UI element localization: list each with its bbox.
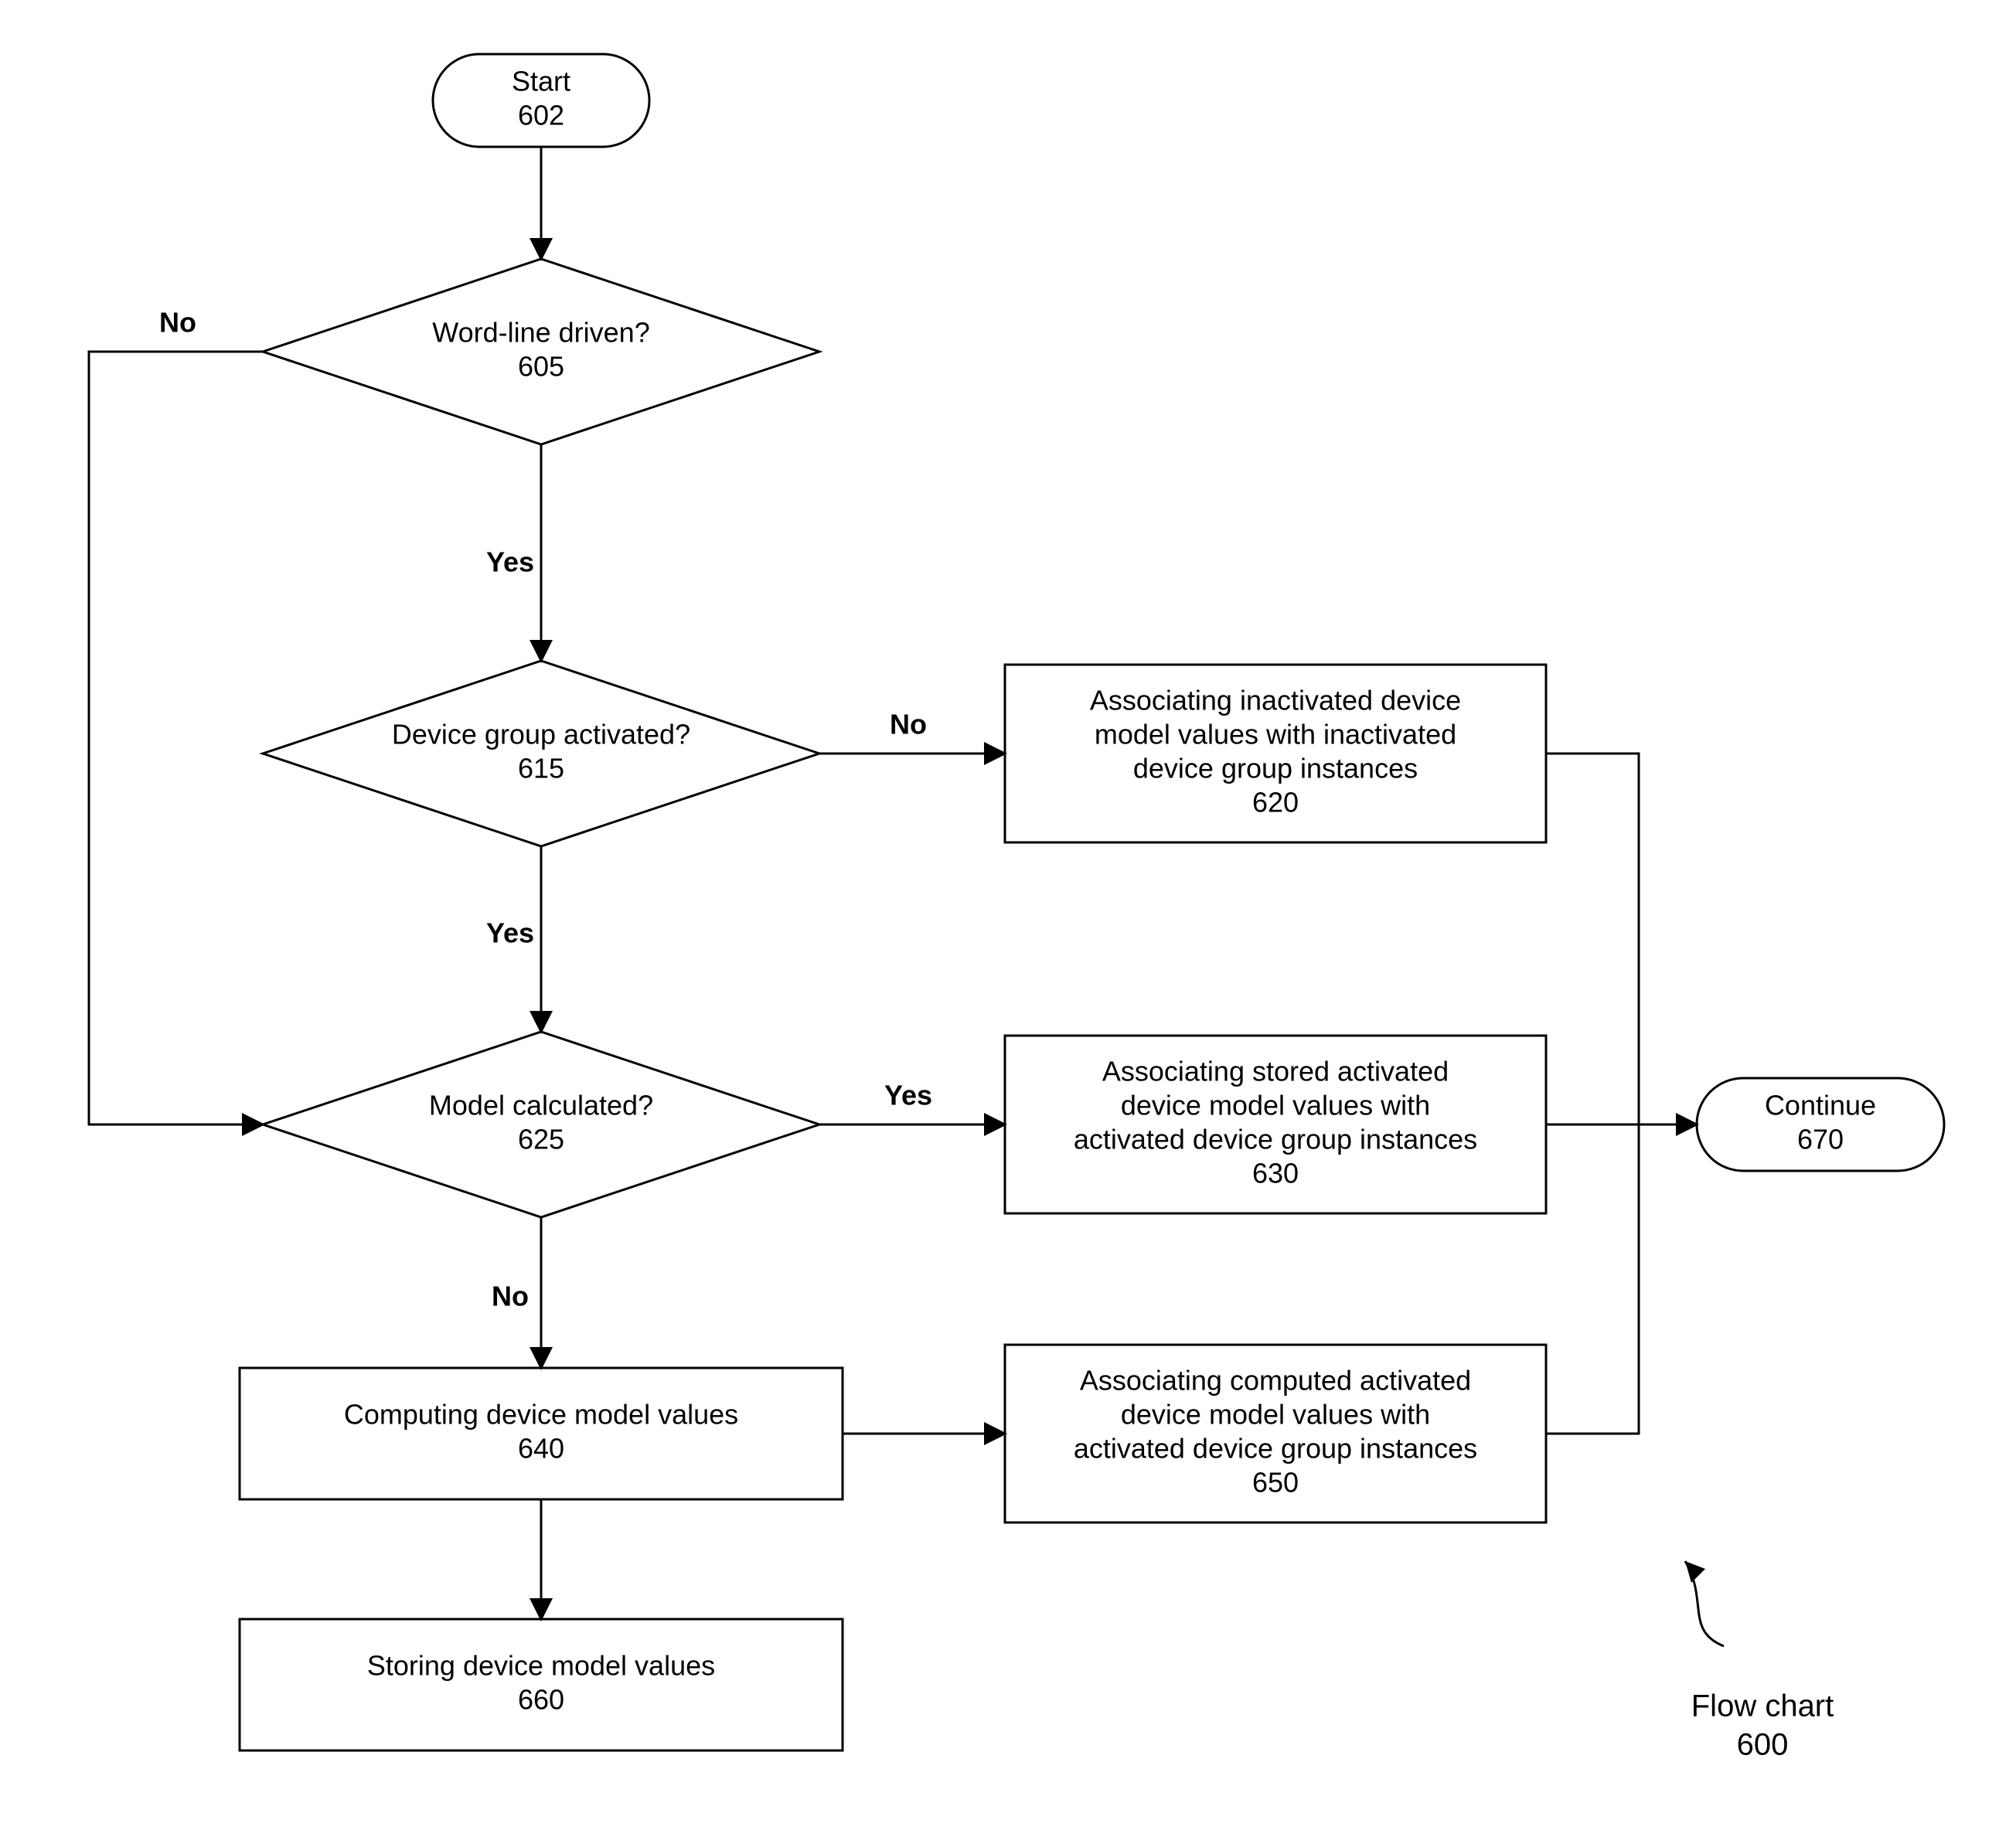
svg-text:Computing device model values: Computing device model values bbox=[344, 1399, 738, 1431]
svg-text:670: 670 bbox=[1797, 1124, 1844, 1155]
node-p620: Associating inactivated devicemodel valu… bbox=[1005, 665, 1546, 842]
edge-label-1: Yes bbox=[486, 546, 534, 578]
svg-text:660: 660 bbox=[518, 1684, 564, 1716]
node-p660: Storing device model values660 bbox=[240, 1619, 843, 1750]
edge-label-3: Yes bbox=[486, 917, 534, 949]
edge-label-2: No bbox=[159, 307, 196, 339]
flowchart-canvas: Start602 Word-line driven?605 Device group… bbox=[0, 0, 2016, 1827]
node-p650: Associating computed activateddevice mod… bbox=[1005, 1345, 1546, 1522]
svg-text:630: 630 bbox=[1252, 1158, 1299, 1189]
edge-label-6: No bbox=[492, 1281, 529, 1312]
edge-label-5: Yes bbox=[884, 1080, 932, 1111]
svg-text:activated device group instanc: activated device group instances bbox=[1074, 1124, 1477, 1155]
svg-text:Device group activated?: Device group activated? bbox=[392, 719, 690, 750]
node-d615: Device group activated?615 bbox=[263, 661, 819, 846]
edge-label-4: No bbox=[890, 709, 927, 740]
svg-text:605: 605 bbox=[518, 351, 564, 383]
caption-arrow-tip bbox=[1685, 1561, 1705, 1583]
node-start: Start602 bbox=[433, 54, 649, 147]
node-d605: Word-line driven?605 bbox=[263, 259, 819, 444]
node-cont: Continue670 bbox=[1697, 1078, 1944, 1171]
svg-text:Storing device model values: Storing device model values bbox=[367, 1650, 715, 1682]
svg-text:Associating stored activated: Associating stored activated bbox=[1102, 1056, 1449, 1087]
svg-text:Word-line driven?: Word-line driven? bbox=[432, 317, 649, 349]
svg-text:model values with inactivated: model values with inactivated bbox=[1095, 719, 1456, 750]
edge-2 bbox=[89, 352, 263, 1124]
svg-text:615: 615 bbox=[518, 753, 564, 784]
node-p630: Associating stored activateddevice model… bbox=[1005, 1036, 1546, 1213]
svg-text:device model values with: device model values with bbox=[1121, 1090, 1430, 1121]
svg-text:device model values with: device model values with bbox=[1121, 1399, 1430, 1431]
svg-text:Associating computed activated: Associating computed activated bbox=[1080, 1365, 1471, 1397]
svg-text:620: 620 bbox=[1252, 787, 1299, 818]
svg-text:activated device group instanc: activated device group instances bbox=[1074, 1433, 1477, 1465]
caption-line2: 600 bbox=[1737, 1728, 1789, 1762]
node-p640: Computing device model values640 bbox=[240, 1368, 843, 1499]
edge-10 bbox=[1546, 1124, 1639, 1434]
svg-text:Model calculated?: Model calculated? bbox=[429, 1090, 653, 1121]
svg-text:650: 650 bbox=[1252, 1467, 1299, 1499]
svg-text:640: 640 bbox=[518, 1433, 564, 1465]
svg-text:Start: Start bbox=[512, 66, 570, 97]
node-d625: Model calculated?625 bbox=[263, 1032, 819, 1217]
edge-9 bbox=[1546, 754, 1639, 1124]
svg-text:device group instances: device group instances bbox=[1133, 753, 1418, 784]
svg-text:Associating inactivated device: Associating inactivated device bbox=[1090, 685, 1461, 716]
svg-text:625: 625 bbox=[518, 1124, 564, 1155]
caption-line1: Flow chart bbox=[1691, 1689, 1834, 1723]
svg-text:602: 602 bbox=[518, 100, 564, 131]
svg-text:Continue: Continue bbox=[1765, 1090, 1876, 1121]
